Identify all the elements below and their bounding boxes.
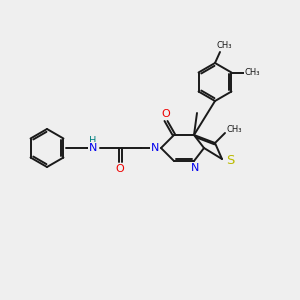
- Text: N: N: [151, 143, 159, 153]
- Text: O: O: [162, 109, 170, 119]
- Text: H: H: [89, 136, 97, 146]
- Text: CH₃: CH₃: [245, 68, 260, 77]
- Text: O: O: [116, 164, 124, 174]
- Text: CH₃: CH₃: [226, 124, 242, 134]
- Text: N: N: [191, 163, 199, 173]
- Text: S: S: [226, 154, 234, 167]
- Text: N: N: [89, 143, 97, 153]
- Text: CH₃: CH₃: [216, 40, 232, 50]
